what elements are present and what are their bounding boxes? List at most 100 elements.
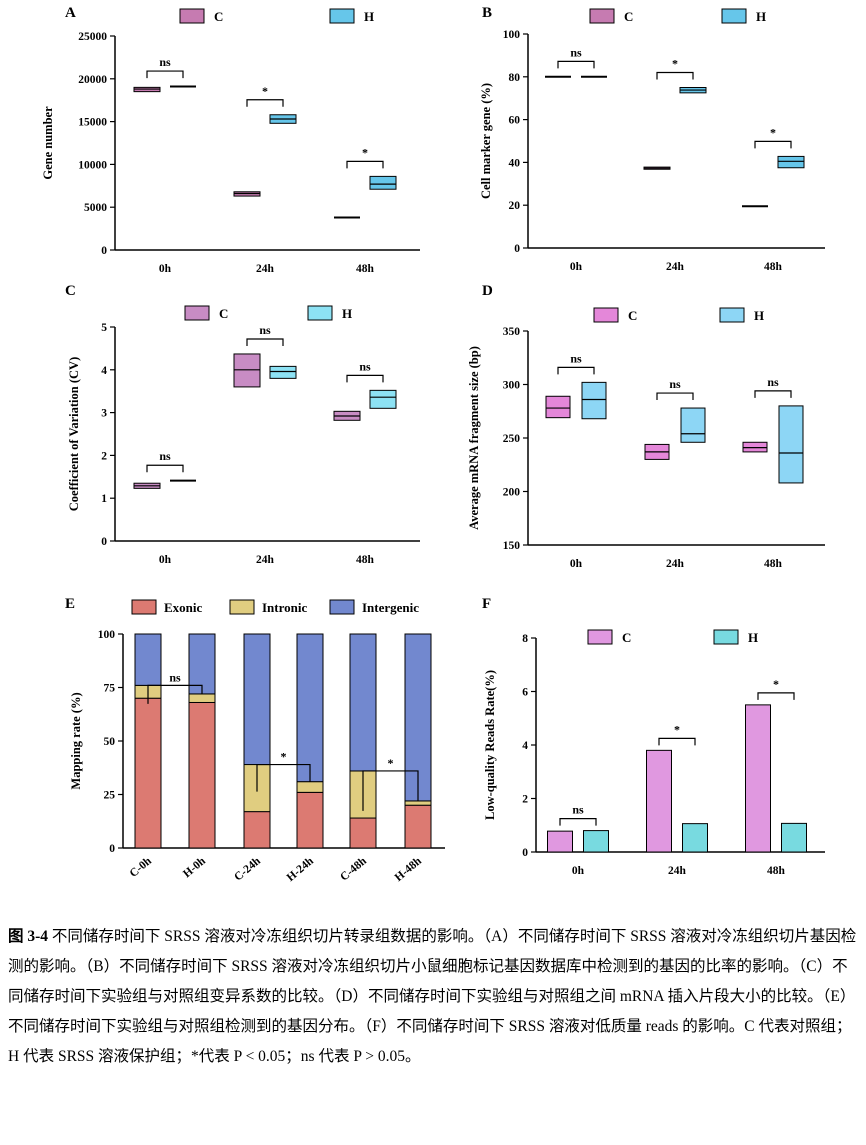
y-tick-label: 20000 xyxy=(78,74,107,86)
y-tick-label: 2 xyxy=(101,450,107,462)
y-tick-label: 0 xyxy=(101,536,107,548)
y-tick-label: 5000 xyxy=(84,202,107,214)
significance-bracket xyxy=(346,160,384,169)
y-tick-label: 300 xyxy=(503,380,521,392)
significance-bracket xyxy=(362,770,419,811)
y-tick-label: 2 xyxy=(522,794,528,806)
bar-c-48h xyxy=(745,704,771,853)
y-tick-label: 8 xyxy=(522,633,528,645)
bar-segment-intronic-H-24h xyxy=(296,781,324,793)
legend-label-h: H xyxy=(756,9,766,24)
bar-h-0h xyxy=(583,830,609,853)
y-tick-label: 15000 xyxy=(78,117,107,129)
panel-letter: C xyxy=(65,283,76,299)
y-tick-label: 0 xyxy=(101,245,107,257)
box-h-24h xyxy=(680,407,706,443)
significance-label: ns xyxy=(572,803,584,817)
box-h-48h xyxy=(777,155,805,169)
y-tick-label: 20 xyxy=(509,200,521,212)
bar-h-48h xyxy=(781,822,807,853)
legend-label-c: C xyxy=(628,308,637,323)
box-h-48h xyxy=(369,175,397,190)
significance-bracket xyxy=(656,71,694,80)
bar-segment-exonic-H-48h xyxy=(404,804,432,849)
panel-e: E Exonic Intronic Intergenic 0 25 50 75 100 Mappi… xyxy=(65,596,445,884)
significance-label: ns xyxy=(259,323,271,337)
x-tick-label: C-24h xyxy=(232,855,263,884)
legend-swatch-c xyxy=(179,8,205,24)
bar-segment-intergenic-C-0h xyxy=(134,633,162,686)
caption-text: 不同储存时间下 SRSS 溶液对冷冻组织切片转录组数据的影响。（A）不同储存时间… xyxy=(8,928,857,1065)
legend-label-c: C xyxy=(624,9,633,24)
y-tick-label: 6 xyxy=(522,687,528,699)
box-h-48h xyxy=(369,389,397,409)
y-tick-label: 0 xyxy=(109,843,115,855)
bar-segment-exonic-H-24h xyxy=(296,791,324,849)
significance-label: * xyxy=(362,145,368,159)
x-tick-label: 0h xyxy=(570,261,583,273)
panel-letter: F xyxy=(482,596,491,612)
significance-bracket xyxy=(559,818,597,826)
bar-segment-exonic-H-0h xyxy=(188,701,216,849)
legend-label-h: H xyxy=(748,630,758,645)
x-tick-label: 24h xyxy=(666,558,685,570)
y-axis-label: Mapping rate (%) xyxy=(69,692,83,789)
significance-label: * xyxy=(388,756,394,770)
panel-letter: A xyxy=(65,5,76,21)
significance-bracket xyxy=(346,374,384,383)
y-tick-label: 80 xyxy=(509,72,521,84)
significance-bracket xyxy=(246,338,284,346)
legend-swatch-intergenic xyxy=(329,599,355,615)
y-tick-label: 100 xyxy=(98,629,116,641)
legend-label-h: H xyxy=(342,306,352,321)
y-tick-label: 50 xyxy=(104,736,116,748)
bar-segment-intronic-H-48h xyxy=(404,800,432,806)
x-tick-label: 24h xyxy=(668,865,687,877)
legend-label-c: C xyxy=(622,630,631,645)
significance-label: ns xyxy=(169,670,181,684)
significance-bracket xyxy=(557,60,595,69)
panel-f: F C H 0 2 4 6 8 Low-quality Reads Rate(%) 0h ns 24h… xyxy=(482,596,825,877)
caption-label: 图 3-4 xyxy=(8,928,49,945)
x-tick-label: 48h xyxy=(356,554,375,566)
significance-bracket xyxy=(246,99,284,107)
panel-b: B C H 0 20 40 60 80 100 Cell marker gene (%) 0h ns 2… xyxy=(479,5,825,273)
legend-swatch-intronic xyxy=(229,599,255,615)
legend-swatch-c xyxy=(589,8,615,24)
legend-swatch-h xyxy=(721,8,747,24)
significance-label: ns xyxy=(159,449,171,463)
box-h-24h xyxy=(269,365,297,379)
panel-letter: D xyxy=(482,283,493,299)
bar-c-24h xyxy=(646,749,672,853)
y-axis-label: Gene number xyxy=(41,106,55,180)
significance-label: ns xyxy=(570,45,582,59)
significance-label: ns xyxy=(359,359,371,373)
x-tick-label: 24h xyxy=(666,261,685,273)
y-tick-label: 0 xyxy=(514,243,520,255)
x-tick-label: 0h xyxy=(570,558,583,570)
y-tick-label: 0 xyxy=(522,847,528,859)
significance-label: ns xyxy=(669,377,681,391)
significance-label: * xyxy=(770,125,776,139)
panel-letter: E xyxy=(65,596,75,612)
y-tick-label: 75 xyxy=(104,683,116,695)
x-tick-label: H-48h xyxy=(393,855,425,884)
x-tick-label: 0h xyxy=(159,263,172,275)
significance-bracket xyxy=(147,684,203,704)
y-axis-label: Coefficient of Variation (CV) xyxy=(67,357,81,512)
box-c-0h xyxy=(545,395,571,419)
legend-label-intronic: Intronic xyxy=(262,600,307,615)
significance-label: ns xyxy=(570,351,582,365)
x-tick-label: 48h xyxy=(767,865,786,877)
bar-segment-intronic-H-0h xyxy=(188,693,216,703)
y-tick-label: 200 xyxy=(503,487,521,499)
significance-bracket xyxy=(754,390,792,398)
significance-label: * xyxy=(674,722,680,736)
bar-c-0h xyxy=(547,830,573,853)
box-h-48h xyxy=(778,405,804,484)
bar-h-24h xyxy=(682,823,708,853)
significance-bracket xyxy=(146,464,184,473)
significance-bracket xyxy=(754,140,792,149)
y-tick-label: 5 xyxy=(101,322,107,334)
